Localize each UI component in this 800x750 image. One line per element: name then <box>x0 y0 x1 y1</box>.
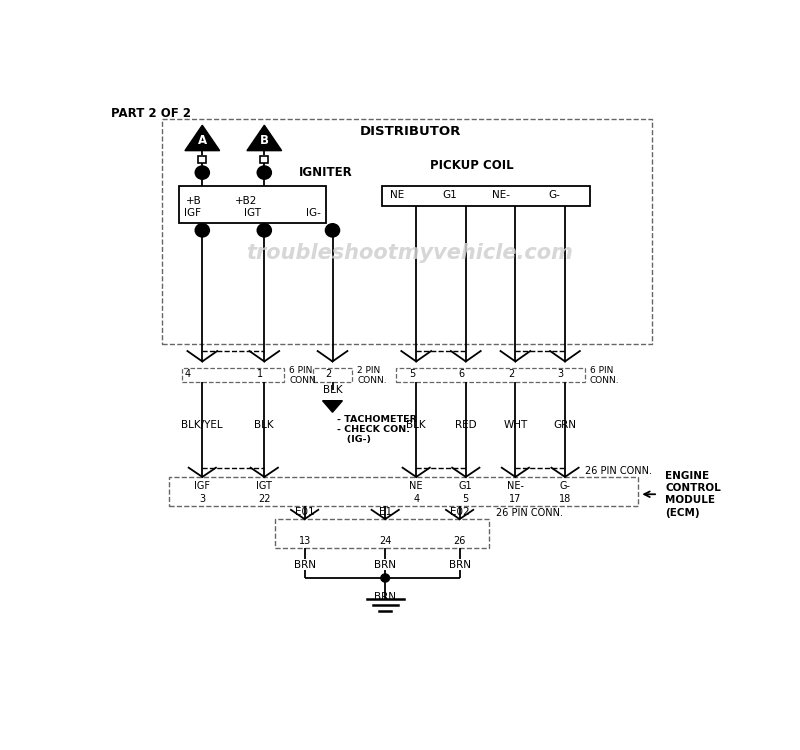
Bar <box>260 155 268 163</box>
Bar <box>170 477 638 506</box>
Bar <box>382 187 590 206</box>
Text: NE-: NE- <box>492 190 510 200</box>
Text: G1: G1 <box>459 481 473 490</box>
Text: A: A <box>198 134 207 148</box>
Text: E1: E1 <box>378 507 392 517</box>
Text: troubleshootmyvehicle.com: troubleshootmyvehicle.com <box>246 243 574 262</box>
Circle shape <box>326 224 339 237</box>
Text: PART 2 OF 2: PART 2 OF 2 <box>111 107 191 120</box>
Text: 26 PIN CONN.: 26 PIN CONN. <box>495 508 562 518</box>
Text: 2 PIN
CONN.: 2 PIN CONN. <box>358 365 387 385</box>
Text: IGT: IGT <box>245 209 262 218</box>
Text: G-: G- <box>548 190 560 200</box>
Text: BRN: BRN <box>374 592 396 602</box>
Text: 26: 26 <box>454 536 466 546</box>
Text: 13: 13 <box>298 536 310 546</box>
Text: 5: 5 <box>462 494 469 504</box>
Text: IGF: IGF <box>194 481 210 490</box>
Text: 17: 17 <box>510 494 522 504</box>
Text: NE: NE <box>410 481 423 490</box>
Bar <box>179 187 326 223</box>
Text: DISTRIBUTOR: DISTRIBUTOR <box>359 124 461 138</box>
Text: BLK: BLK <box>322 385 342 395</box>
Text: 24: 24 <box>379 536 391 546</box>
Text: IGF: IGF <box>184 209 202 218</box>
Circle shape <box>381 574 390 582</box>
Text: GRN: GRN <box>554 420 577 430</box>
Text: 4: 4 <box>185 369 191 380</box>
Text: IG-: IG- <box>306 209 322 218</box>
Text: 6: 6 <box>458 369 465 380</box>
Text: 3: 3 <box>199 494 206 504</box>
Text: BLK/YEL: BLK/YEL <box>182 420 223 430</box>
Text: BLK: BLK <box>254 420 274 430</box>
Bar <box>396 368 585 382</box>
Text: 3: 3 <box>558 369 564 380</box>
Circle shape <box>258 166 271 179</box>
Text: E01: E01 <box>294 507 314 517</box>
Text: +B: +B <box>186 196 202 206</box>
Text: +B2: +B2 <box>235 196 258 206</box>
Text: IGT: IGT <box>256 481 272 490</box>
Text: B: B <box>260 134 269 148</box>
Text: 6 PIN
CONN.: 6 PIN CONN. <box>289 365 318 385</box>
Bar <box>162 118 652 344</box>
Text: WHT: WHT <box>503 420 527 430</box>
Bar <box>275 519 490 548</box>
Polygon shape <box>322 400 342 412</box>
Text: G1: G1 <box>443 190 458 200</box>
Text: 5: 5 <box>409 369 415 380</box>
Text: 18: 18 <box>559 494 571 504</box>
Circle shape <box>195 224 209 237</box>
Text: PICKUP COIL: PICKUP COIL <box>430 158 514 172</box>
Text: E02: E02 <box>450 507 470 517</box>
Text: NE-: NE- <box>507 481 524 490</box>
Text: 26 PIN CONN.: 26 PIN CONN. <box>586 466 653 476</box>
Circle shape <box>195 166 209 179</box>
Text: RED: RED <box>455 420 477 430</box>
Polygon shape <box>247 125 282 151</box>
Text: BLK: BLK <box>406 420 426 430</box>
Text: 2: 2 <box>325 369 331 380</box>
Text: ENGINE
CONTROL
MODULE
(ECM): ENGINE CONTROL MODULE (ECM) <box>666 471 721 518</box>
Text: 4: 4 <box>413 494 419 504</box>
Text: 6 PIN
CONN.: 6 PIN CONN. <box>590 365 619 385</box>
Text: G-: G- <box>559 481 570 490</box>
Bar <box>198 155 206 163</box>
Text: 22: 22 <box>258 494 270 504</box>
Text: - TACHOMETER
- CHECK CON.
   (IG-): - TACHOMETER - CHECK CON. (IG-) <box>338 415 418 444</box>
Text: 2: 2 <box>508 369 514 380</box>
Text: IGNITER: IGNITER <box>298 166 352 179</box>
Text: NE: NE <box>390 190 404 200</box>
Text: BRN: BRN <box>449 560 470 570</box>
Bar <box>313 368 352 382</box>
Circle shape <box>258 224 271 237</box>
Polygon shape <box>185 125 220 151</box>
Text: 1: 1 <box>257 369 263 380</box>
Text: BRN: BRN <box>294 560 315 570</box>
Bar <box>182 368 284 382</box>
Text: BRN: BRN <box>374 560 396 570</box>
